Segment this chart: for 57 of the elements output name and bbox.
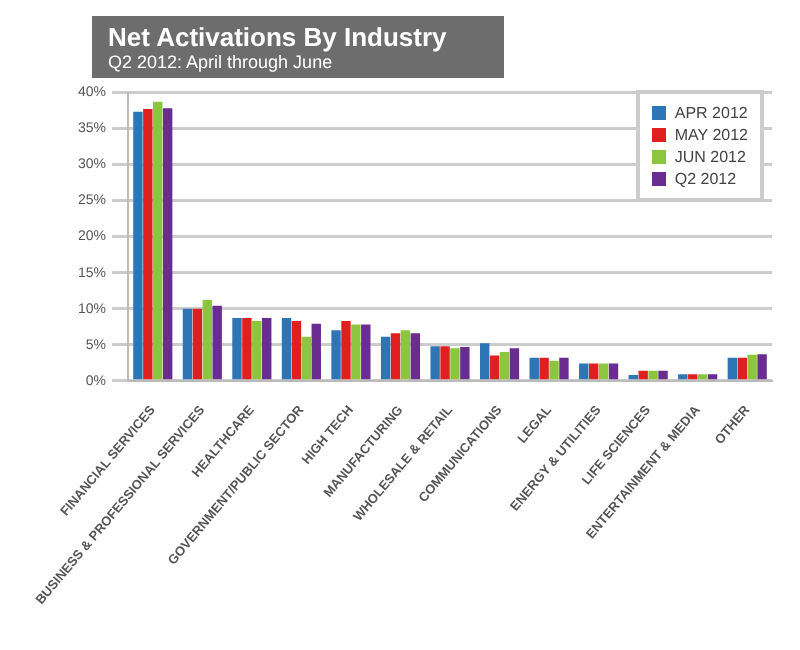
bar xyxy=(450,348,460,380)
bar xyxy=(460,346,470,380)
bar xyxy=(162,108,173,380)
bar xyxy=(252,320,262,380)
bar xyxy=(430,346,440,380)
bar xyxy=(588,363,599,380)
bar xyxy=(697,374,708,380)
bar xyxy=(182,308,193,380)
bar xyxy=(153,101,163,380)
bar xyxy=(559,357,569,380)
bar xyxy=(539,357,549,380)
bar xyxy=(380,336,391,380)
bar xyxy=(509,348,520,380)
bar xyxy=(549,360,559,380)
bar xyxy=(400,330,411,380)
bar xyxy=(390,333,401,380)
bar xyxy=(301,336,312,380)
chart-subtitle: Q2 2012: April through June xyxy=(108,52,335,72)
bar xyxy=(341,320,351,380)
legend-label: JUN 2012 xyxy=(674,148,746,166)
bar xyxy=(678,374,688,380)
bar xyxy=(499,351,510,380)
bar xyxy=(351,324,361,380)
bar xyxy=(529,357,539,380)
bar xyxy=(192,308,203,380)
bar xyxy=(242,318,252,380)
bar xyxy=(331,330,341,380)
bar xyxy=(410,333,421,380)
bar xyxy=(688,374,698,380)
bar xyxy=(281,318,292,380)
bar xyxy=(608,363,619,380)
bar xyxy=(648,370,658,380)
bar xyxy=(361,324,371,380)
bar xyxy=(232,318,242,380)
bar xyxy=(757,354,767,380)
bar xyxy=(311,323,321,380)
bar xyxy=(291,320,302,380)
bar xyxy=(143,108,153,380)
legend-label: Q2 2012 xyxy=(674,170,737,188)
bar xyxy=(658,370,668,380)
bar xyxy=(489,355,500,380)
bar xyxy=(747,354,757,380)
bar xyxy=(598,363,609,380)
bar xyxy=(202,300,212,380)
bar xyxy=(727,357,738,380)
chart-title: Net Activations By Industry xyxy=(108,22,449,52)
bar xyxy=(133,111,143,380)
legend-label: MAY 2012 xyxy=(674,126,748,144)
bar xyxy=(440,346,450,380)
bar xyxy=(737,357,747,380)
bar xyxy=(638,370,648,380)
bar xyxy=(579,363,589,380)
bar xyxy=(212,305,222,380)
legend-label: APR 2012 xyxy=(674,104,748,122)
bar xyxy=(707,374,718,380)
bar xyxy=(262,318,272,380)
bar xyxy=(479,343,490,380)
